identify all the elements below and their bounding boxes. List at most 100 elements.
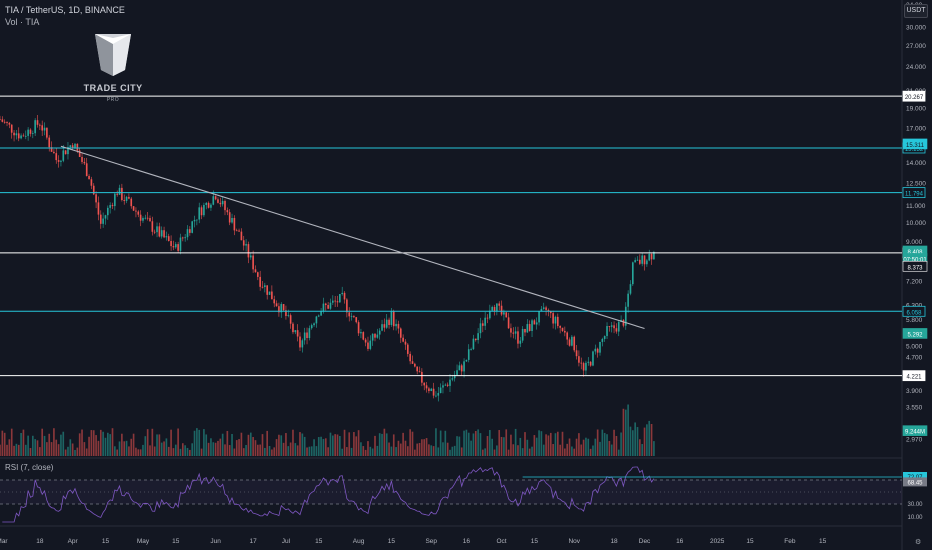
candle-body [643, 255, 646, 265]
volume-bar [650, 423, 653, 456]
volume-bar [167, 446, 170, 456]
volume-bar [428, 444, 430, 456]
volume-bar [585, 437, 587, 456]
volume-bar [446, 442, 449, 456]
volume-bar [397, 440, 400, 456]
rsi-label-box [903, 477, 927, 487]
volume-bar [104, 437, 107, 456]
volume-line: Vol · TIA [5, 17, 40, 27]
candle-body [198, 207, 201, 220]
candle-body [517, 331, 519, 344]
volume-bar [538, 430, 540, 456]
candle-body [289, 315, 292, 324]
candle-body [301, 340, 304, 348]
candle-body [385, 319, 388, 328]
volume-bar [582, 439, 585, 456]
volume-bar [648, 420, 651, 456]
volume-bar [458, 436, 461, 456]
volume-bar [552, 444, 554, 456]
volume-bar [235, 440, 238, 456]
candle-body [315, 316, 318, 324]
volume-bar [203, 429, 205, 456]
volume-bar [521, 448, 524, 456]
candle-body [121, 187, 123, 201]
candle-body [106, 207, 109, 216]
price-tick-label: 2.970 [906, 436, 923, 443]
volume-bar [610, 444, 613, 456]
volume-bar [564, 448, 566, 456]
volume-bar [214, 442, 217, 456]
candle-body [639, 259, 641, 264]
volume-bar [135, 447, 137, 456]
volume-bar [608, 440, 611, 456]
volume-bar [472, 433, 475, 456]
candle-body [481, 323, 484, 326]
volume-bar [174, 444, 177, 456]
candle-body [646, 260, 648, 265]
candle-body [203, 204, 205, 216]
candle-body [418, 371, 421, 373]
candle-body [353, 316, 355, 318]
volume-bar [439, 430, 442, 456]
candle-body [83, 161, 86, 164]
price-tick-label: 6.300 [906, 302, 923, 309]
candle-body [531, 320, 533, 332]
volume-bar [512, 444, 515, 456]
volume-bar [463, 430, 465, 456]
candle-body [613, 325, 615, 329]
candle-body [439, 387, 442, 394]
time-tick-label: 16 [463, 538, 471, 545]
volume-bar [261, 434, 264, 456]
volume-bar [172, 448, 175, 456]
volume-bar [81, 429, 83, 456]
candle-body [310, 325, 313, 329]
volume-bar [390, 446, 393, 456]
price-label: 8.408 [907, 250, 923, 256]
candle-body [578, 356, 580, 363]
volume-bar [219, 438, 222, 456]
volume-bar [268, 445, 271, 456]
candle-body [88, 175, 90, 180]
level-label-box [902, 305, 926, 317]
candle-body [142, 218, 144, 221]
volume-bar [514, 428, 517, 456]
candle-body [432, 388, 435, 396]
volume-bar [357, 430, 360, 456]
volume-bar [606, 434, 608, 456]
candle-body [294, 330, 297, 333]
candle-body [437, 393, 440, 396]
volume-bar [383, 428, 386, 456]
settings-icon[interactable]: ⚙ [915, 539, 922, 546]
candle-body [254, 269, 257, 273]
volume-bar [589, 448, 592, 456]
candle-body [371, 333, 374, 341]
volume-bar [36, 440, 39, 456]
volume-bar [524, 432, 526, 456]
volume-bar [313, 439, 315, 456]
volume-bar [629, 426, 632, 456]
volume-bar [102, 431, 104, 456]
price-tick-label: 14.000 [906, 160, 926, 167]
candle-body [360, 332, 362, 334]
candle-body [36, 120, 39, 125]
candle-body [303, 332, 306, 341]
candle-body [8, 122, 11, 125]
candle-body [392, 311, 395, 327]
candle-body [561, 327, 564, 331]
candle-body [149, 218, 151, 222]
candle-body [184, 237, 186, 239]
candle-body [15, 133, 18, 136]
candle-body [191, 221, 194, 233]
currency-badge[interactable]: USDT [904, 4, 928, 18]
volume-bar [406, 446, 409, 456]
candle-body [334, 300, 336, 302]
volume-bar [578, 433, 580, 456]
volume-bar [191, 443, 194, 456]
volume-bar [210, 438, 212, 456]
price-tick-label: 27.000 [906, 43, 926, 50]
volume-bar [327, 447, 329, 456]
candle-body [261, 286, 264, 288]
volume-bar [547, 435, 550, 456]
volume-bar [331, 435, 334, 456]
